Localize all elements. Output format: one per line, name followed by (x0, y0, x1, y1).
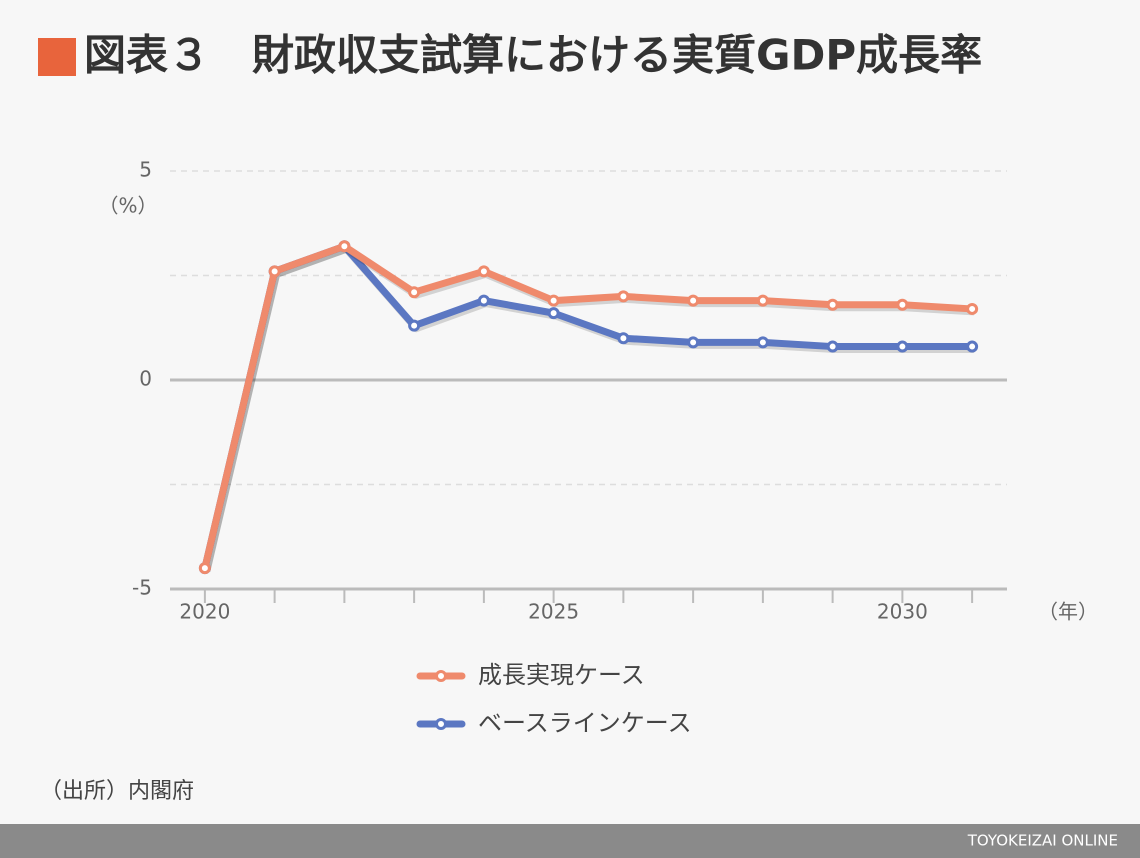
point (477, 294, 490, 307)
point (756, 336, 769, 349)
point (477, 265, 490, 278)
legend-label: 成長実現ケース (478, 661, 645, 689)
title-icon (38, 38, 76, 76)
point (966, 340, 979, 353)
legend-label: ベースラインケース (478, 709, 692, 737)
footer-bar (0, 824, 1140, 858)
point (408, 286, 421, 299)
footer: TOYOKEIZAI ONLINE (967, 832, 1118, 850)
x-tick-label: 2025 (528, 600, 579, 624)
point (687, 336, 700, 349)
point (617, 332, 630, 345)
point (547, 294, 560, 307)
series-line (201, 242, 973, 569)
point (756, 294, 769, 307)
y-tick-label: 5 (139, 158, 152, 182)
point (268, 265, 281, 278)
legend-swatch-dot (435, 718, 447, 730)
y-tick-label: -5 (132, 576, 152, 600)
series-line (201, 242, 973, 569)
point (338, 240, 351, 253)
point (826, 298, 839, 311)
point (896, 340, 909, 353)
source: （出所）内閣府 (40, 779, 194, 804)
x-tick-label: 2030 (877, 600, 928, 624)
y-tick-label: 0 (139, 367, 152, 391)
point (687, 294, 700, 307)
x-tick-label: 2020 (179, 600, 230, 624)
chart-title: 図表３ 財政収支試算における実質GDP成長率 (84, 31, 982, 80)
y-axis-label: （%） (98, 194, 157, 218)
point (198, 562, 211, 575)
legend-swatch-dot (435, 670, 447, 682)
x-axis-label: （年） (1038, 600, 1098, 624)
point (408, 319, 421, 332)
point (826, 340, 839, 353)
point (896, 298, 909, 311)
point (966, 302, 979, 315)
point (547, 307, 560, 320)
point (617, 290, 630, 303)
